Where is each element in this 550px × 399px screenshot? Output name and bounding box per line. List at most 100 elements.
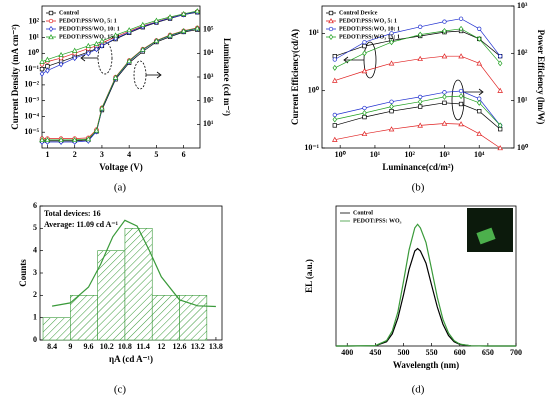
y-tick-label: 0 bbox=[33, 335, 37, 344]
y2-tick-label: 10⁴ bbox=[203, 48, 214, 57]
marker bbox=[418, 94, 423, 100]
bar bbox=[179, 295, 208, 341]
marker bbox=[361, 130, 368, 136]
series-line bbox=[41, 10, 198, 62]
series-line bbox=[42, 28, 198, 143]
marker bbox=[417, 31, 423, 38]
x-tick-label: 2 bbox=[73, 150, 77, 159]
y-tick-label: 10⁰ bbox=[28, 48, 40, 57]
y-tick-label: 10⁻¹ bbox=[24, 64, 39, 73]
plot-frame bbox=[335, 205, 517, 347]
x-tick-label: 10¹ bbox=[370, 150, 381, 159]
series-line bbox=[334, 90, 501, 126]
y-tick-label: 10⁻⁵ bbox=[24, 127, 39, 136]
arrow-head bbox=[156, 71, 162, 79]
marker bbox=[442, 100, 447, 105]
series-line bbox=[42, 27, 198, 139]
y2-tick-label: 10¹ bbox=[203, 119, 214, 128]
y-axis-label: EL (a.u.) bbox=[304, 259, 314, 293]
marker bbox=[458, 16, 464, 21]
y-tick-label: 10⁰ bbox=[308, 86, 320, 95]
annotation: Average: 11.09 cd A⁻¹ bbox=[44, 220, 119, 229]
marker bbox=[93, 127, 100, 133]
y-axis-label: Current Density (mA cm⁻²) bbox=[10, 24, 20, 130]
marker bbox=[332, 57, 337, 62]
marker bbox=[442, 93, 447, 100]
marker bbox=[417, 55, 423, 61]
marker bbox=[39, 70, 45, 77]
legend-label: PEDOT:PSS/WO₃ 10: 1 bbox=[59, 26, 120, 32]
marker bbox=[458, 88, 464, 94]
legend-marker bbox=[48, 34, 54, 40]
marker bbox=[442, 27, 447, 34]
legend-label: PEDOT:PSS:WO₃ 10: 1 bbox=[339, 26, 400, 32]
y-tick-label: 4 bbox=[33, 245, 37, 254]
marker bbox=[497, 87, 503, 93]
x-tick-label: 9 bbox=[68, 342, 72, 351]
y2-tick-label: 10² bbox=[517, 48, 528, 57]
series-line bbox=[334, 102, 501, 130]
series-line bbox=[334, 55, 501, 91]
arrow-head bbox=[80, 54, 86, 62]
marker bbox=[112, 32, 119, 38]
x-tick-label: 550 bbox=[426, 348, 438, 357]
legend-marker bbox=[48, 10, 54, 16]
marker bbox=[388, 126, 395, 132]
caption: (a) bbox=[114, 182, 127, 194]
x-tick-label: 9.6 bbox=[84, 342, 94, 351]
x-tick-label: 13.8 bbox=[209, 342, 223, 351]
marker bbox=[442, 19, 447, 24]
legend-label: PEDOT:PSS:WO₃ 5: 1 bbox=[339, 18, 397, 24]
marker bbox=[332, 77, 338, 83]
x-tick-label: 11.4 bbox=[136, 342, 150, 351]
marker bbox=[362, 105, 367, 111]
bar bbox=[124, 228, 153, 341]
annotation: Total devices: 16 bbox=[44, 209, 101, 218]
x-tick-label: 400 bbox=[341, 348, 353, 357]
y-axis-label: Current Efficiency(cd/A) bbox=[290, 29, 300, 125]
marker bbox=[476, 60, 483, 66]
marker bbox=[388, 60, 395, 66]
marker bbox=[39, 58, 45, 64]
x-tick-label: 10³ bbox=[439, 150, 450, 159]
marker bbox=[417, 98, 423, 105]
marker bbox=[71, 136, 78, 143]
fit-line bbox=[51, 219, 216, 308]
marker bbox=[99, 38, 105, 44]
marker bbox=[126, 57, 132, 64]
marker bbox=[332, 112, 337, 118]
marker bbox=[58, 51, 64, 58]
y2-tick-label: 10² bbox=[203, 95, 214, 104]
marker bbox=[140, 21, 146, 27]
y2-axis-label: Power Efficiency (lm/W) bbox=[536, 30, 546, 125]
x-tick-label: 1 bbox=[45, 150, 49, 159]
marker bbox=[418, 24, 423, 29]
y-tick-label: 10⁻³ bbox=[24, 95, 39, 104]
marker bbox=[498, 54, 503, 59]
x-tick-label: 8.4 bbox=[47, 342, 57, 351]
x-tick-label: 10⁰ bbox=[335, 150, 347, 159]
marker bbox=[58, 61, 64, 68]
legend-marker bbox=[328, 26, 334, 32]
marker bbox=[441, 120, 448, 126]
x-tick-label: 5 bbox=[154, 150, 158, 159]
marker bbox=[458, 101, 464, 107]
series-line bbox=[336, 223, 516, 347]
x-tick-label: 4 bbox=[127, 150, 131, 159]
bar bbox=[151, 295, 180, 341]
x-axis-label: Voltage (V) bbox=[99, 162, 142, 172]
marker bbox=[458, 25, 464, 32]
y2-tick-label: 10¹ bbox=[517, 95, 528, 104]
marker bbox=[362, 40, 367, 45]
bar bbox=[70, 295, 98, 341]
marker bbox=[112, 74, 119, 80]
marker bbox=[417, 122, 423, 128]
y-tick-label: 10² bbox=[29, 17, 40, 26]
caption: (b) bbox=[412, 182, 425, 194]
marker bbox=[140, 46, 146, 52]
series-line bbox=[42, 27, 198, 141]
series-line bbox=[334, 18, 501, 60]
y2-tick-label: 10³ bbox=[203, 72, 214, 81]
legend-label: Control Device bbox=[339, 10, 378, 16]
legend-marker bbox=[328, 10, 334, 16]
